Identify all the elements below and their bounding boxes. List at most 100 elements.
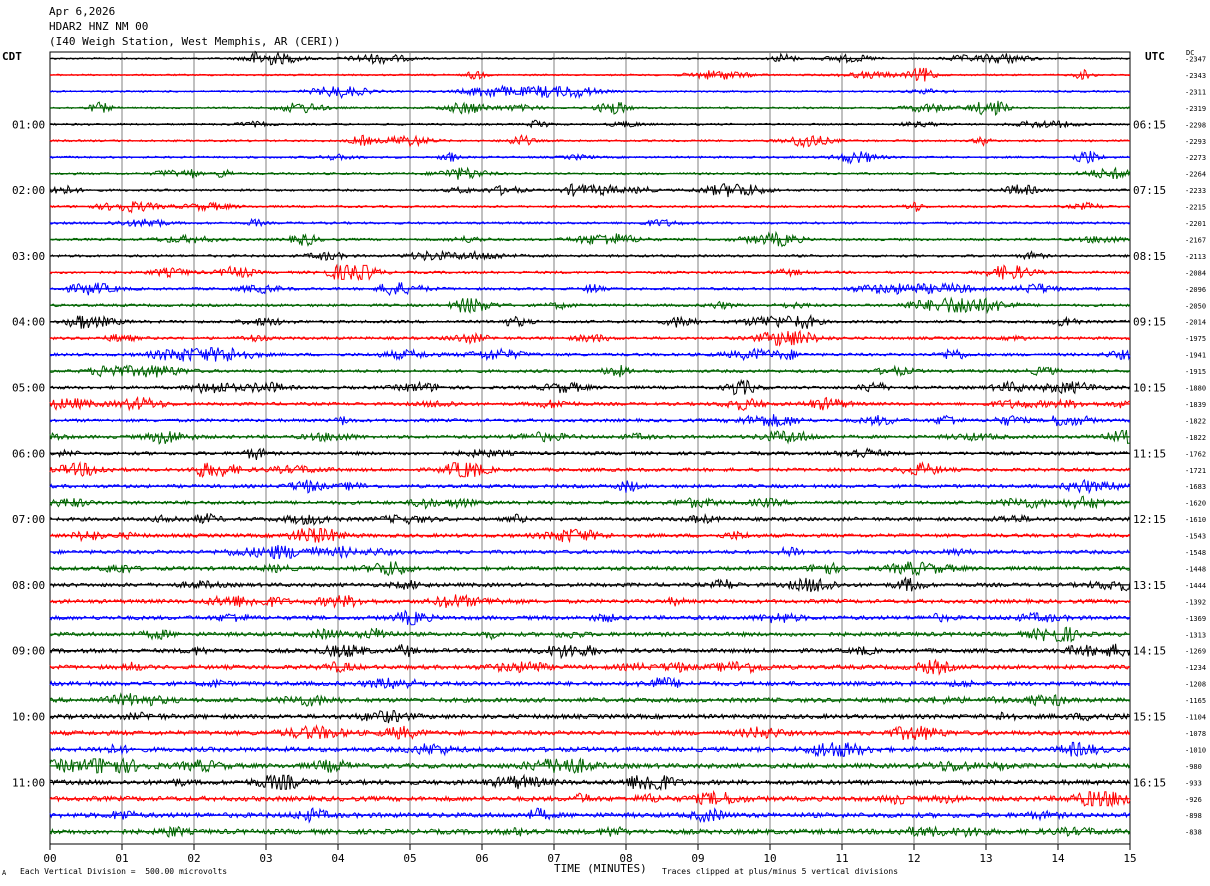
x-tick-label: 15 — [1123, 852, 1136, 865]
x-tick-label: 03 — [259, 852, 272, 865]
dc-offset-label: -2319 — [1185, 105, 1206, 113]
dc-offset-label: -1548 — [1185, 549, 1206, 557]
dc-offset-label: -980 — [1185, 763, 1202, 771]
trace-line-37 — [49, 658, 1131, 676]
utc-time-label: 14:15 — [1133, 645, 1166, 658]
x-tick-label: 11 — [835, 852, 848, 865]
x-tick-label: 12 — [907, 852, 920, 865]
dc-offset-label: -2215 — [1185, 204, 1206, 212]
dc-offset-label: -1620 — [1185, 500, 1206, 508]
dc-offset-label: -2201 — [1185, 220, 1206, 228]
dc-offset-label: -898 — [1185, 812, 1202, 820]
dc-offset-label: -1721 — [1185, 467, 1206, 475]
station-code: HDAR2 HNZ NM 00 — [49, 20, 149, 33]
dc-offset-label: -838 — [1185, 829, 1202, 837]
utc-time-label: 08:15 — [1133, 250, 1166, 263]
x-tick-label: 10 — [763, 852, 776, 865]
dc-offset-label: -2311 — [1185, 88, 1206, 96]
utc-time-label: 13:15 — [1133, 579, 1166, 592]
trace-line-45 — [49, 789, 1131, 808]
x-tick-label: 08 — [619, 852, 632, 865]
trace-line-39 — [49, 692, 1131, 707]
dc-offset-label: -1610 — [1185, 516, 1206, 524]
dc-offset-label: -1822 — [1185, 434, 1206, 442]
x-tick-label: 06 — [475, 852, 488, 865]
station-location: (I40 Weigh Station, West Memphis, AR (CE… — [49, 35, 341, 48]
local-time-label: 06:00 — [12, 447, 45, 460]
x-tick-label: 00 — [43, 852, 56, 865]
trace-layer — [49, 50, 1131, 839]
trace-line-26 — [49, 478, 1131, 495]
dc-offset-label: -2347 — [1185, 56, 1206, 64]
local-time-label: 03:00 — [12, 250, 45, 263]
local-time-label: 02:00 — [12, 184, 45, 197]
dc-offset-label: -1165 — [1185, 697, 1206, 705]
dc-offset-label: -1104 — [1185, 714, 1206, 722]
trace-line-25 — [49, 460, 1131, 479]
trace-line-32 — [49, 576, 1131, 593]
trace-line-31 — [49, 561, 1131, 577]
x-tick-label: 14 — [1051, 852, 1065, 865]
dc-offset-label: -2096 — [1185, 286, 1206, 294]
grid-layer — [49, 51, 1131, 850]
utc-time-label: 06:15 — [1133, 118, 1166, 131]
x-tick-label: 04 — [331, 852, 345, 865]
utc-time-label: 11:15 — [1133, 447, 1166, 460]
dc-offset-label: -1392 — [1185, 598, 1206, 606]
dc-offset-label: -1941 — [1185, 352, 1206, 360]
dc-offset-label: -1762 — [1185, 450, 1206, 458]
dc-label: DC — [1186, 49, 1195, 57]
dc-offset-label: -1683 — [1185, 483, 1206, 491]
dc-offset-label: -1269 — [1185, 648, 1206, 656]
dc-offset-label: -2298 — [1185, 121, 1206, 129]
dc-offset-label: -1313 — [1185, 631, 1206, 639]
utc-time-label: 09:15 — [1133, 316, 1166, 329]
utc-time-label: 12:15 — [1133, 513, 1166, 526]
trace-line-35 — [49, 626, 1131, 643]
trace-line-24 — [49, 447, 1131, 460]
local-time-label: 07:00 — [12, 513, 45, 526]
clip-note: Traces clipped at plus/minus 5 vertical … — [662, 867, 899, 876]
dc-offset-label: -2084 — [1185, 269, 1206, 277]
dc-offset-label: -1078 — [1185, 730, 1206, 738]
dc-offset-label: -2293 — [1185, 138, 1206, 146]
dc-offset-label: -2113 — [1185, 253, 1206, 261]
local-time-label: 08:00 — [12, 579, 45, 592]
dc-offset-label: -1543 — [1185, 533, 1206, 541]
dc-offset-label: -2233 — [1185, 187, 1206, 195]
scale-note: Each Vertical Division = 500.00 microvol… — [20, 867, 228, 876]
left-axis-label: CDT — [2, 50, 22, 63]
local-time-label: 09:00 — [12, 645, 45, 658]
x-tick-label: 09 — [691, 852, 704, 865]
utc-time-label: 16:15 — [1133, 776, 1166, 789]
utc-time-label: 07:15 — [1133, 184, 1166, 197]
x-tick-label: 02 — [187, 852, 200, 865]
dc-offset-label: -2273 — [1185, 154, 1206, 162]
trace-line-30 — [49, 544, 1131, 560]
dc-offset-label: -2167 — [1185, 236, 1206, 244]
local-time-label: 01:00 — [12, 118, 45, 131]
dc-offset-label: -1208 — [1185, 681, 1206, 689]
x-axis-label: TIME (MINUTES) — [554, 862, 647, 875]
trace-line-41 — [49, 724, 1131, 741]
plot-frame — [49, 51, 1131, 845]
x-tick-label: 01 — [115, 852, 128, 865]
trace-line-47 — [49, 825, 1131, 839]
dc-offset-label: -1448 — [1185, 565, 1206, 573]
dc-offset-label: -2264 — [1185, 171, 1206, 179]
dc-offset-label: -1234 — [1185, 664, 1206, 672]
utc-time-label: 10:15 — [1133, 382, 1166, 395]
local-time-label: 11:00 — [12, 776, 45, 789]
dc-offset-label: -1839 — [1185, 401, 1206, 409]
dc-offset-label: -2014 — [1185, 319, 1206, 327]
right-axis-label: UTC — [1145, 50, 1165, 63]
dc-offset-label: -2050 — [1185, 302, 1206, 310]
dc-offset-label: -1915 — [1185, 368, 1206, 376]
dc-offset-label: -2343 — [1185, 72, 1206, 80]
dc-offset-label: -926 — [1185, 796, 1202, 804]
plot-date: Apr 6,2026 — [49, 5, 116, 18]
local-time-label: 10:00 — [12, 711, 45, 724]
utc-time-label: 15:15 — [1133, 711, 1166, 724]
local-time-label: 04:00 — [12, 316, 45, 329]
